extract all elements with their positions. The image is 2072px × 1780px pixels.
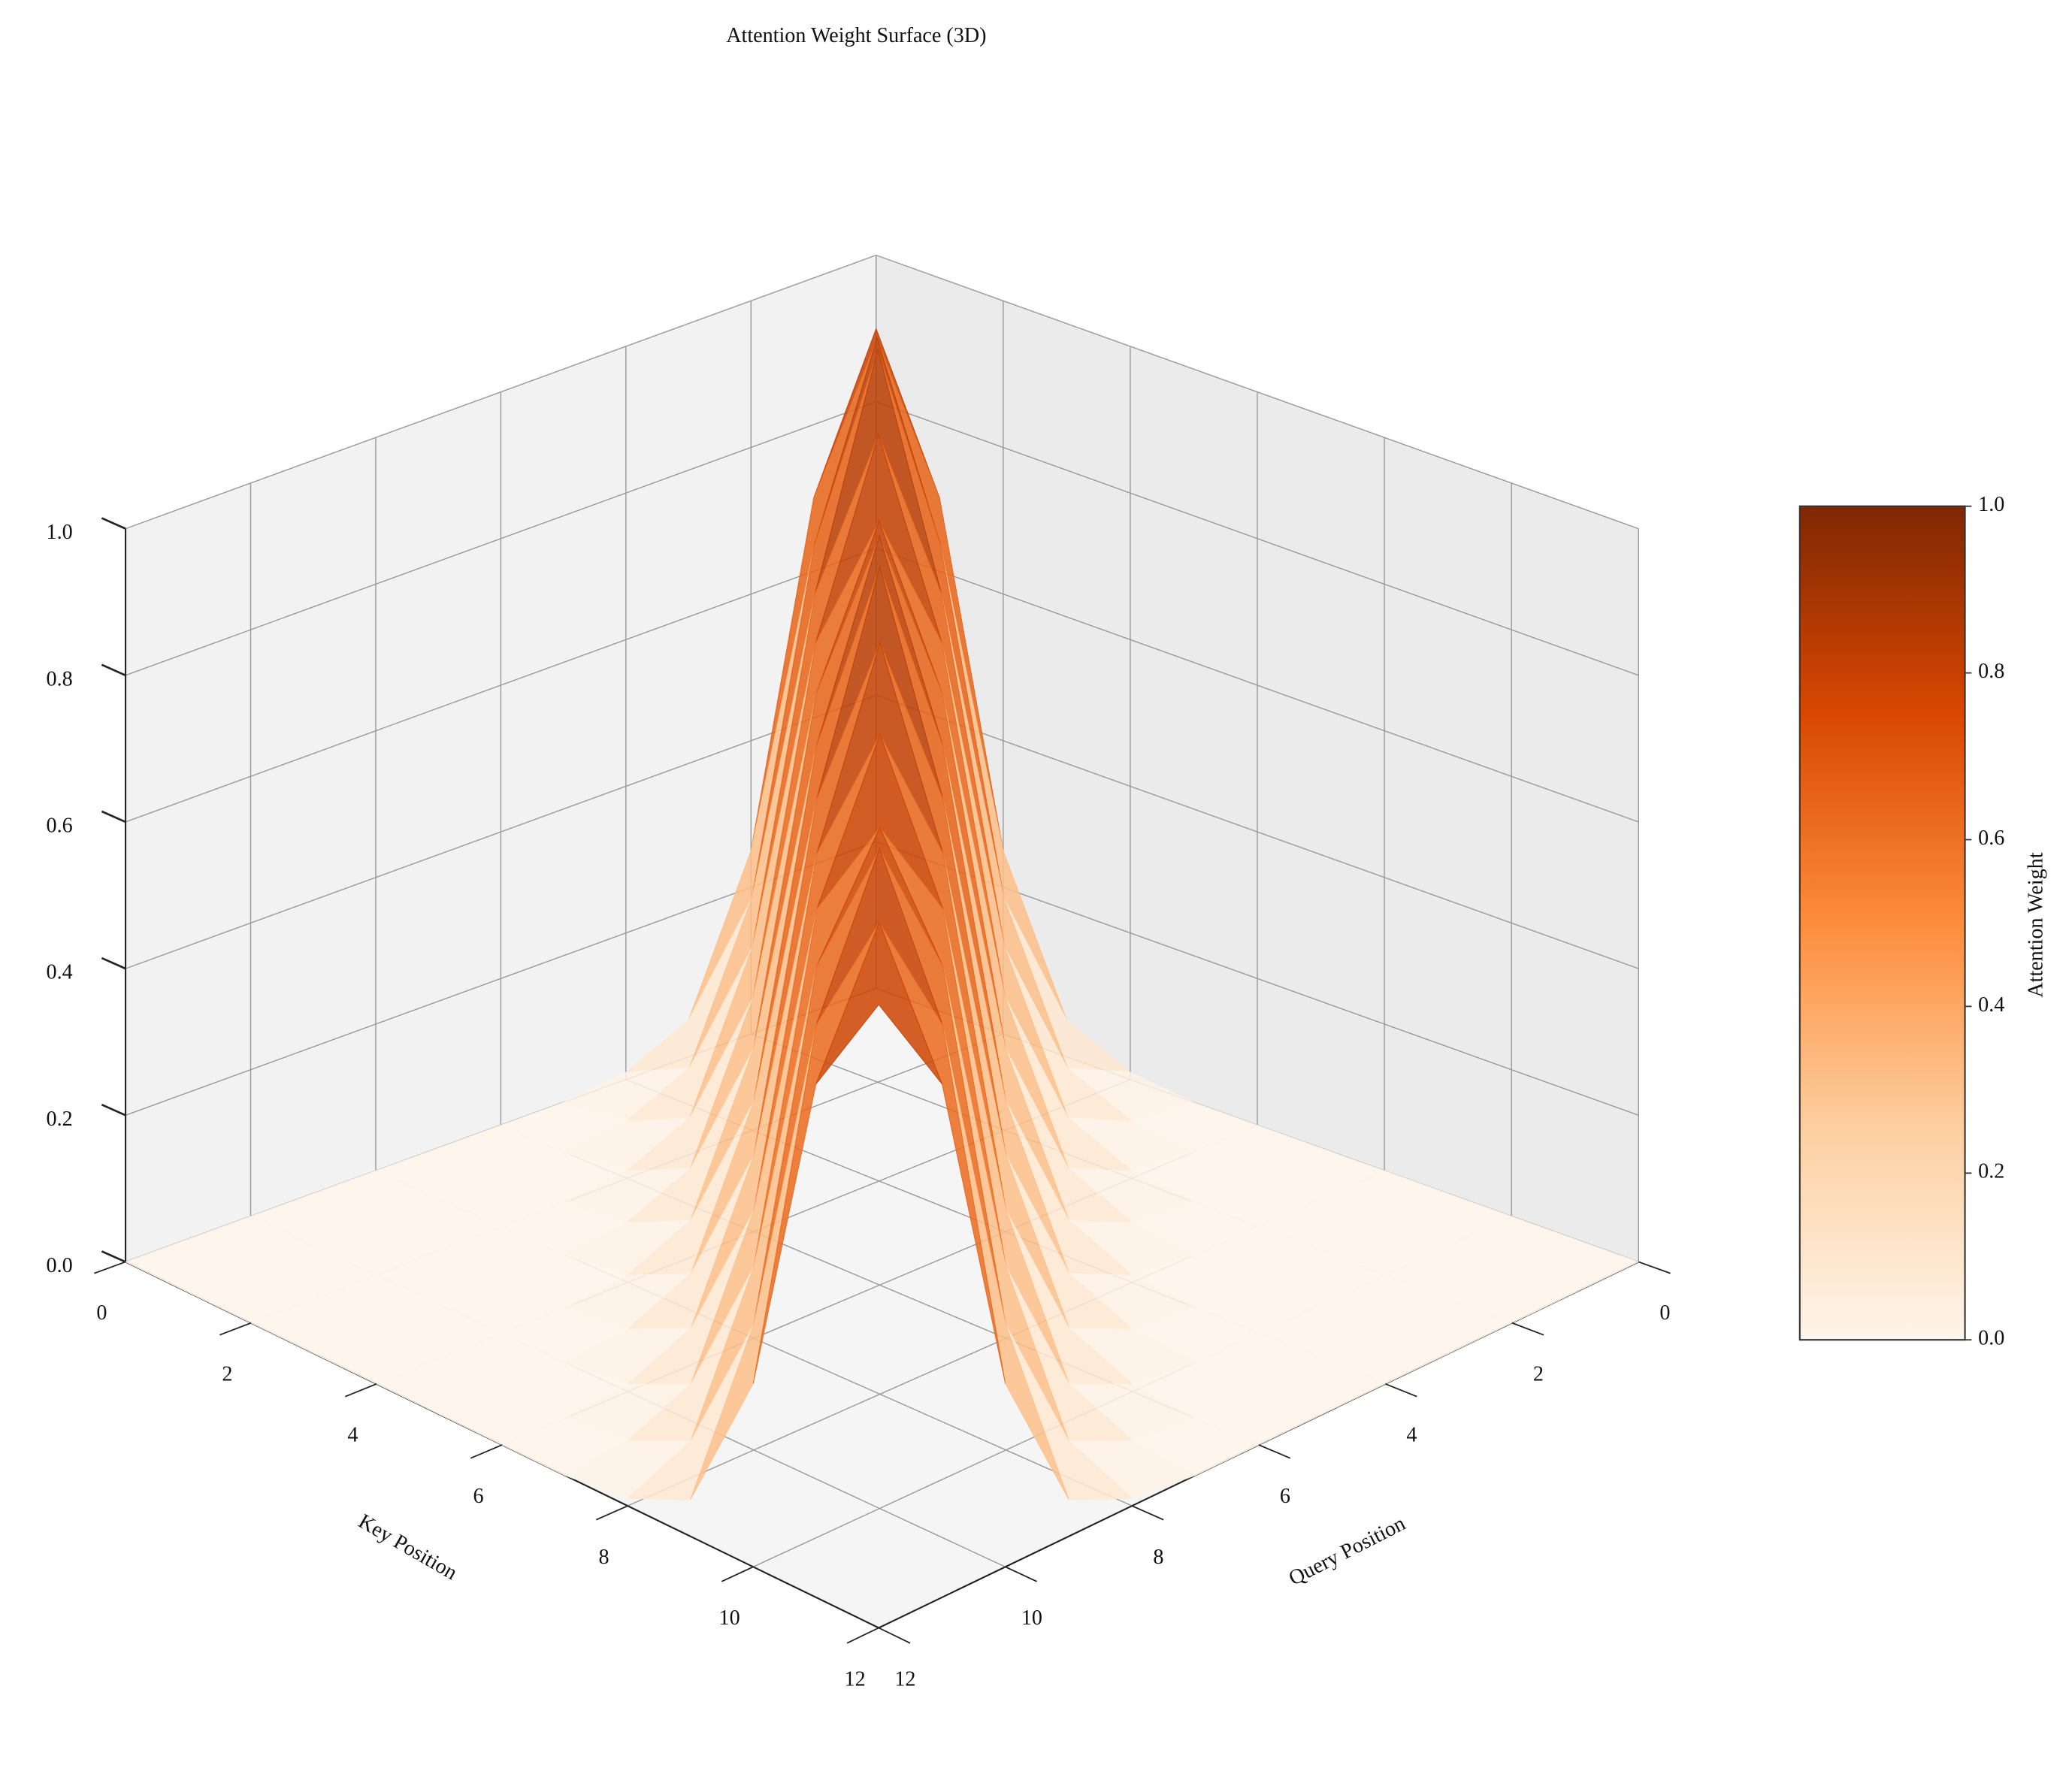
colorbar-tick-label: 0.0 [1978,1327,2004,1350]
colorbar-tick-label: 0.8 [1978,660,2004,683]
x-tick [1511,1322,1544,1336]
z-tick [101,663,126,676]
surface [124,327,1640,1500]
z-tick [101,1104,126,1117]
y-tick-label: 10 [719,1606,740,1630]
chart-title: Attention Weight Surface (3D) [726,24,986,47]
x-tick [1131,1505,1164,1521]
y-tick [470,1444,503,1459]
z-tick-label: 0.8 [47,667,73,691]
x-tick [878,1627,911,1644]
colorbar-tick-label: 0.6 [1978,827,2004,850]
y-tick-label: 8 [599,1546,610,1569]
y-tick [595,1505,628,1521]
y-tick [721,1566,754,1582]
grid-line [125,548,876,823]
y-axis-label: Key Position [355,1510,461,1585]
x-tick [1638,1261,1671,1274]
z-tick [101,1250,126,1263]
y-tick-label: 6 [473,1485,483,1508]
y-tick [94,1261,126,1274]
z-tick [101,517,126,530]
x-tick-label: 8 [1153,1546,1163,1569]
x-tick [1384,1383,1417,1398]
colorbar-tick-label: 0.4 [1978,993,2004,1017]
z-tick-label: 0.4 [47,961,73,984]
y-tick [219,1322,252,1336]
y-tick-label: 4 [347,1424,358,1447]
z-tick-label: 1.0 [47,521,73,544]
grid-line [125,254,876,530]
x-axis-label: Query Position [1285,1512,1409,1591]
y-tick-label: 2 [222,1362,232,1386]
surface-cell [815,921,942,1085]
colorbar-label: Attention Weight [2025,852,2048,997]
grid-line [125,401,876,676]
grid-line [876,401,1639,676]
y-tick [344,1383,377,1398]
x-tick-label: 0 [1659,1301,1670,1325]
z-tick [101,956,126,970]
x-tick-label: 6 [1280,1485,1290,1508]
z-tick-label: 0.2 [47,1108,73,1131]
y-tick-label: 12 [845,1667,866,1691]
y-tick [846,1627,879,1644]
grid-line [876,548,1639,823]
x-tick [1258,1444,1291,1459]
z-tick [101,810,126,824]
z-tick-label: 0.6 [47,814,73,837]
x-tick-label: 12 [894,1667,915,1691]
colorbar [1798,505,1966,1341]
x-tick-label: 10 [1021,1606,1042,1630]
x-tick [1005,1566,1037,1582]
x-tick-label: 4 [1406,1424,1417,1447]
y-tick-label: 0 [96,1301,107,1325]
grid-line [876,694,1639,969]
grid-line [876,254,1639,530]
x-tick-label: 2 [1533,1362,1544,1386]
z-tick-label: 0.0 [47,1254,73,1277]
grid-line [125,694,876,969]
colorbar-tick-label: 0.2 [1978,1160,2004,1183]
colorbar-tick-label: 1.0 [1978,493,2004,516]
